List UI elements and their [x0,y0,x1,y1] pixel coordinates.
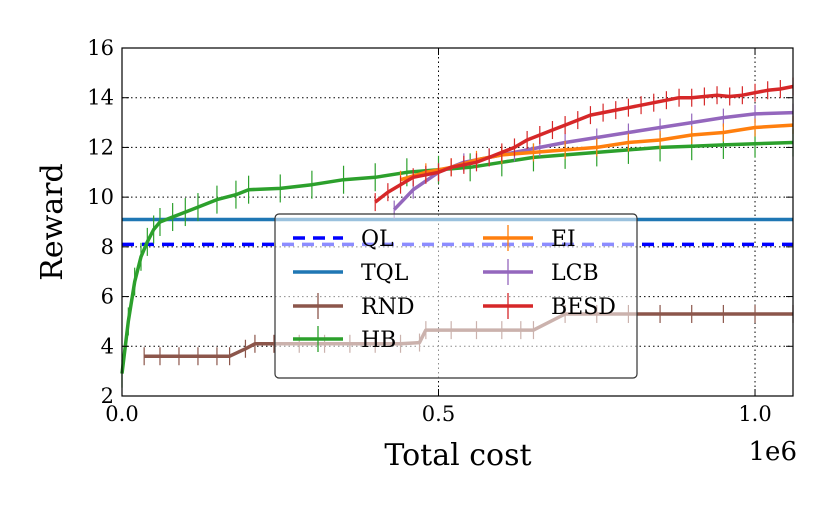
legend-label-rnd: RND [361,295,414,320]
x-axis-label: Total cost [384,438,531,473]
legend-label-ql: QL [361,227,394,252]
y-tick-label: 6 [101,285,114,309]
legend-label-besd: BESD [551,295,616,320]
series-line-hb [120,140,794,374]
y-tick-label: 4 [101,334,114,358]
legend-box [274,213,638,379]
y-tick-label: 10 [87,185,114,209]
y-axis-label: Reward [35,163,70,280]
x-tick-label: 0.5 [422,402,455,426]
legend-label-tql: TQL [361,261,409,286]
legend: QL TQL RND HB EI LCB BESD [274,213,638,379]
axis-ticks: 2 4 6 8 10 12 14 16 0.0 0.5 1.0 [87,36,793,426]
legend-label-ei: EI [551,227,576,252]
x-tick-label: 0.0 [105,402,138,426]
legend-label-hb: HB [361,328,396,353]
y-tick-label: 16 [87,36,114,60]
series-ei [399,116,794,189]
x-tick-label: 1.0 [738,402,771,426]
plot-frame [121,47,794,397]
y-tick-label: 12 [87,135,114,159]
series-hb [120,128,794,388]
x-offset-label: 1e6 [749,437,797,467]
legend-label-lcb: LCB [551,261,599,286]
series-line-besd [374,84,794,204]
y-tick-label: 8 [101,235,114,259]
y-tick-label: 2 [101,384,114,408]
series-line-lcb [392,110,794,211]
series-lcb [392,103,794,219]
y-tick-label: 14 [87,86,114,110]
